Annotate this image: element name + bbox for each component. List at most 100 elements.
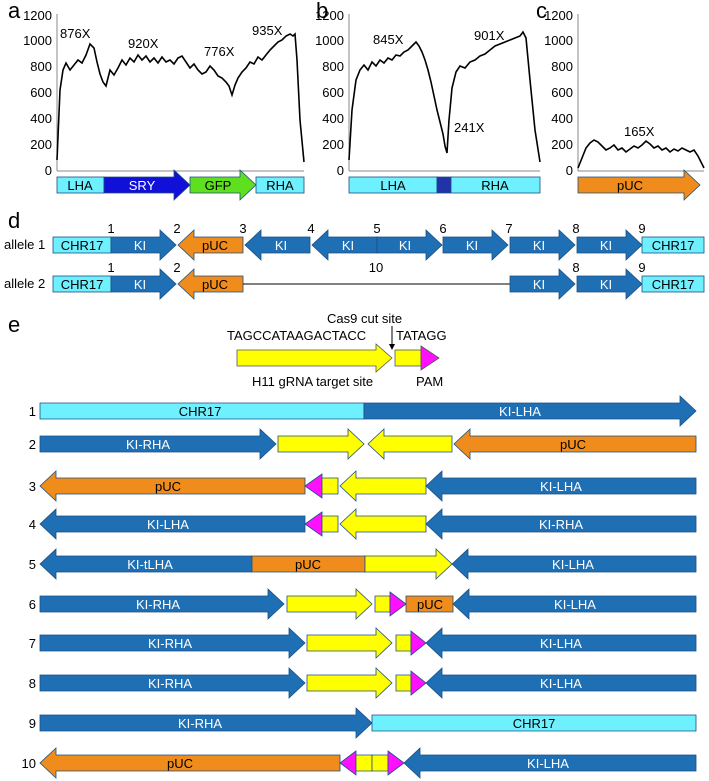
e-seq-left: TAGCCATAAGACTACC: [227, 328, 366, 343]
panel-letter-a: a: [8, 0, 21, 23]
e-row3-target-arrow: [339, 470, 427, 502]
e-row5-ki-tlha-arrow: [39, 548, 253, 580]
d1-label-puc: pUC: [202, 238, 228, 253]
e-row3-pam-triangle: [304, 473, 323, 499]
d1-ki-arrow-7: [576, 229, 643, 261]
e-pam-triangle: [420, 345, 440, 371]
e-row8-ki-lha: KI-LHA: [540, 676, 582, 691]
d1-num: 4: [307, 221, 314, 236]
d1-ki-arrow-2: [244, 229, 311, 261]
e-row5-ki-tlha: KI-tLHA: [127, 557, 173, 572]
d1-label-ki: KI: [600, 238, 612, 253]
panel-letter-b: b: [316, 0, 328, 23]
c-seg-puc: pUC: [617, 178, 643, 193]
d1-label-ki: KI: [533, 238, 545, 253]
d2-ki-arrow-1: [110, 268, 177, 300]
e-row6-pam-triangle: [389, 591, 407, 617]
e-row9-chr17: CHR17: [513, 716, 556, 731]
b-ytick: 200: [322, 137, 344, 152]
e-row8-pam-triangle: [410, 670, 427, 696]
e-cut-arrowhead: [389, 344, 395, 350]
d1-chr17-right: [641, 236, 705, 254]
e-row2-ki-rha-arrow: [39, 428, 277, 460]
d1-num: 2: [173, 221, 180, 236]
a-seg-rha: RHA: [266, 178, 294, 193]
e-row1-ki-lha-arrow: [363, 395, 697, 427]
e-row-num: 5: [29, 557, 36, 572]
d2-ki-arrow-3: [576, 268, 643, 300]
d2-label-ki: KI: [600, 277, 612, 292]
d1-label-ki: KI: [134, 238, 146, 253]
panel-letter-c: c: [536, 0, 547, 23]
d1-ki-arrow-6: [509, 229, 576, 261]
a-seg-gfp: GFP: [205, 178, 232, 193]
e-row3-puc: pUC: [155, 479, 181, 494]
e-row8-ki-rha-arrow: [39, 667, 306, 699]
e-row10-pam-right: [387, 750, 405, 776]
e-row7-ki-lha: KI-LHA: [540, 636, 582, 651]
a-seg-sry: SRY: [129, 178, 156, 193]
b-ytick: 1200: [315, 8, 344, 23]
e-row3-puc-arrow: [39, 470, 306, 502]
e-row6-ki-rha-arrow: [39, 588, 285, 620]
d1-label-ki: KI: [275, 238, 287, 253]
panel-b-coverage: 0 200 400 600 800 1000 1200 845X 901X 24…: [315, 8, 541, 194]
a-label-776x: 776X: [204, 44, 235, 59]
e-row-num: 4: [29, 517, 36, 532]
e-row-num: 3: [29, 479, 36, 494]
d1-label-ki: KI: [466, 238, 478, 253]
e-row3-ki-lha-arrow: [425, 470, 697, 502]
a-label-920x: 920X: [128, 36, 159, 51]
d1-ki-arrow-3: [311, 229, 378, 261]
e-row9-ki-rha: KI-RHA: [178, 716, 222, 731]
b-seg-lha: LHA: [380, 178, 406, 193]
e-row2-ki-rha: KI-RHA: [126, 437, 170, 452]
b-rha-block: [450, 176, 541, 194]
e-row5-ki-lha: KI-LHA: [552, 557, 594, 572]
e-row2-puc: pUC: [560, 437, 586, 452]
d1-label-ki: KI: [342, 238, 354, 253]
e-row4-target-arrow: [339, 508, 427, 540]
e-row10-ki-lha: KI-LHA: [527, 756, 569, 771]
e-row7-ki-rha: KI-RHA: [148, 636, 192, 651]
e-row4-ki-lha-arrow: [39, 508, 306, 540]
a-label-876x: 876X: [60, 26, 91, 41]
e-row4-ki-rha: KI-RHA: [539, 517, 583, 532]
a-ytick: 600: [30, 85, 52, 100]
d1-label-ki: KI: [399, 238, 411, 253]
c-label-165x: 165X: [624, 124, 655, 139]
b-ytick: 1000: [315, 33, 344, 48]
e-row-num: 6: [29, 597, 36, 612]
e-row10-yellow-b: [371, 754, 389, 772]
e-row10-puc-arrow: [39, 747, 341, 779]
c-ytick: 200: [551, 137, 573, 152]
d2-label-chr17: CHR17: [61, 277, 104, 292]
e-row-num: 7: [29, 636, 36, 651]
e-row9-ki-rha-arrow: [39, 707, 373, 739]
panel-c-coverage: 0 200 400 600 800 1000 1200 165X pUC: [544, 8, 705, 201]
e-row7-pam-triangle: [410, 630, 427, 656]
b-junction-block: [436, 176, 452, 194]
d1-num: 8: [572, 221, 579, 236]
e-target-label: H11 gRNA target site: [252, 374, 373, 389]
b-ytick: 400: [322, 111, 344, 126]
d1-num: 6: [439, 221, 446, 236]
e-row8-target-arrow: [306, 667, 393, 699]
d1-num: 1: [107, 221, 114, 236]
c-ytick: 0: [566, 163, 573, 178]
c-ytick: 800: [551, 59, 573, 74]
d-allele1-label: allele 1: [4, 237, 45, 252]
e-row5-ki-lha-arrow: [451, 548, 697, 580]
e-row4-ki-rha-arrow: [425, 508, 697, 540]
e-row7-small-yellow: [395, 634, 412, 652]
d2-num: 2: [173, 260, 180, 275]
e-row-num: 9: [29, 716, 36, 731]
c-coverage-line: [577, 139, 705, 169]
e-row-num: 10: [22, 756, 36, 771]
b-label-901x: 901X: [474, 28, 505, 43]
e-row6-puc: pUC: [417, 597, 443, 612]
c-ytick: 600: [551, 85, 573, 100]
shapes-layer: [39, 395, 697, 779]
a-ytick: 800: [30, 59, 52, 74]
